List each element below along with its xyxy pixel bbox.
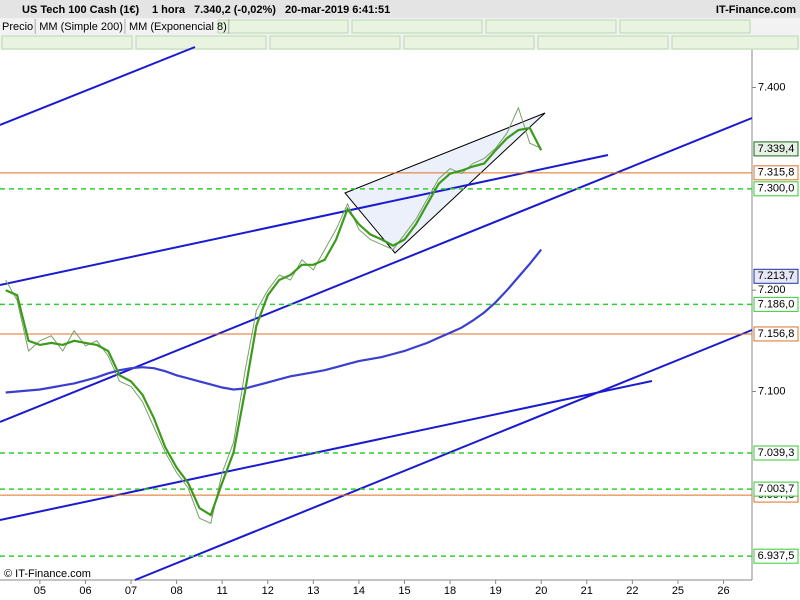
series-line bbox=[5, 126, 543, 517]
price-tag-box bbox=[753, 268, 799, 284]
x-tick-label: 15 bbox=[398, 585, 410, 597]
level-label: 7.003,7 bbox=[758, 483, 795, 495]
level-label: 7.039,3 bbox=[758, 447, 795, 459]
y-tick-label: 7.100 bbox=[758, 385, 786, 397]
level-label: 7.315,8 bbox=[758, 167, 795, 179]
timestamp: 20-mar-2019 6:41:51 bbox=[285, 4, 390, 16]
triangle-pattern bbox=[344, 112, 546, 254]
trendlines bbox=[0, 46, 753, 581]
x-tick-label: 11 bbox=[216, 585, 227, 597]
legend-label: MM (Simple 200) bbox=[39, 21, 123, 33]
x-tick-label: 26 bbox=[717, 585, 729, 597]
interval: 1 hora bbox=[152, 4, 186, 16]
level-label: 7.300,0 bbox=[758, 183, 795, 195]
level-label: 6.937,5 bbox=[758, 550, 795, 562]
price-tag: 7.339,4 bbox=[758, 143, 795, 155]
x-tick-label: 22 bbox=[626, 585, 638, 597]
legend-label: Precio bbox=[2, 21, 33, 33]
level-label-box bbox=[753, 296, 799, 312]
x-tick-label: 06 bbox=[79, 585, 91, 597]
y-tick-label: 7.400 bbox=[758, 81, 786, 93]
x-tick-label: 25 bbox=[672, 585, 684, 597]
x-tick-label: 13 bbox=[307, 585, 319, 597]
x-tick-label: 20 bbox=[535, 585, 547, 597]
chart-title: US Tech 100 Cash (1€) bbox=[22, 4, 140, 16]
series-line bbox=[5, 248, 543, 394]
level-label-box bbox=[753, 181, 799, 197]
y-tick-label: 7.200 bbox=[758, 284, 786, 296]
x-tick-label: 08 bbox=[170, 585, 182, 597]
x-tick-label: 07 bbox=[125, 585, 137, 597]
level-label-box bbox=[753, 326, 799, 342]
blurred-legend bbox=[1, 19, 799, 50]
level-label: 7.186,0 bbox=[758, 298, 795, 310]
source: IT-Finance.com bbox=[716, 4, 796, 16]
x-tick-label: 18 bbox=[444, 585, 456, 597]
footer: © IT-Finance.com bbox=[4, 568, 91, 580]
x-tick-label: 14 bbox=[353, 585, 365, 597]
header-bar bbox=[0, 0, 800, 18]
level-label-box bbox=[753, 165, 799, 181]
x-tick-label: 19 bbox=[490, 585, 502, 597]
price-tag: 7.213,7 bbox=[758, 270, 795, 282]
level-label-box bbox=[753, 548, 799, 564]
legend-label: MM (Exponencial 8) bbox=[129, 21, 227, 33]
series-line bbox=[5, 106, 542, 525]
x-tick-label: 12 bbox=[262, 585, 274, 597]
x-tick-label: 21 bbox=[581, 585, 593, 597]
price-tag-box bbox=[753, 141, 799, 157]
level-label: 7.156,8 bbox=[758, 328, 795, 340]
level-label-box bbox=[753, 481, 799, 497]
level-label-box bbox=[753, 445, 799, 461]
x-tick-label: 05 bbox=[34, 585, 46, 597]
quote: 7.340,2 (-0,02%) bbox=[194, 4, 276, 16]
